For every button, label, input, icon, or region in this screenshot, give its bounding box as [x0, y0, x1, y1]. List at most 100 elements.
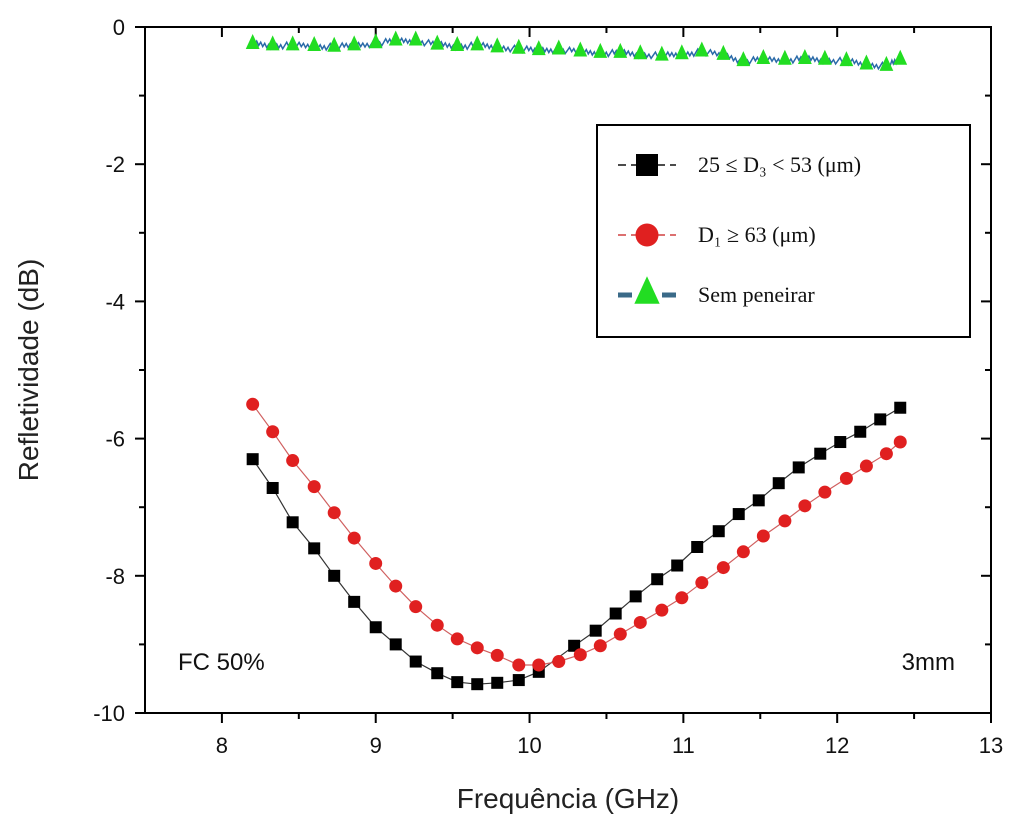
data-point-square	[630, 590, 642, 602]
series-square	[247, 402, 907, 690]
data-point-square	[691, 541, 703, 553]
data-point-circle	[757, 530, 770, 543]
data-point-circle	[880, 447, 893, 460]
data-point-circle	[894, 436, 907, 449]
data-point-square	[287, 516, 299, 528]
legend-label: 25 ≤ D₃ < 53 (μm)	[698, 152, 861, 177]
data-point-triangle	[818, 50, 832, 65]
y-tick-label: -10	[93, 701, 125, 726]
data-point-circle	[778, 514, 791, 527]
series-circle	[246, 398, 907, 672]
data-point-square	[410, 656, 422, 668]
data-point-circle	[471, 641, 484, 654]
data-point-triangle	[450, 36, 464, 51]
data-point-circle	[286, 454, 299, 467]
annotation-thickness: 3mm	[902, 649, 955, 676]
data-point-square	[308, 542, 320, 554]
data-point-circle	[636, 224, 659, 247]
data-point-square	[733, 508, 745, 520]
data-point-triangle	[490, 37, 504, 52]
data-point-triangle	[266, 35, 280, 50]
data-point-triangle	[840, 51, 854, 66]
x-tick-label: 13	[979, 733, 1003, 758]
legend-entry: 25 ≤ D₃ < 53 (μm)	[618, 152, 861, 177]
data-point-square	[348, 596, 360, 608]
data-point-triangle	[409, 31, 423, 46]
x-tick-label: 8	[216, 733, 228, 758]
data-point-square	[773, 477, 785, 489]
data-point-square	[610, 608, 622, 620]
data-point-square	[834, 436, 846, 448]
x-axis-title: Frequência (GHz)	[457, 783, 680, 814]
data-point-triangle	[756, 49, 770, 64]
data-point-circle	[818, 486, 831, 499]
data-point-triangle	[369, 33, 383, 48]
data-point-circle	[431, 619, 444, 632]
data-point-circle	[860, 460, 873, 473]
data-point-circle	[552, 655, 565, 668]
data-point-triangle	[778, 50, 792, 65]
data-point-square	[267, 482, 279, 494]
data-point-square	[513, 674, 525, 686]
data-point-triangle	[893, 50, 907, 65]
data-point-circle	[451, 632, 464, 645]
data-point-triangle	[532, 40, 546, 55]
data-point-square	[491, 677, 503, 689]
data-point-square	[328, 570, 340, 582]
data-point-circle	[614, 628, 627, 641]
data-point-square	[814, 448, 826, 460]
data-point-square	[451, 676, 463, 688]
data-point-circle	[840, 472, 853, 485]
legend-label: D₁ ≥ 63 (μm)	[698, 222, 816, 247]
y-tick-labels: 0 -2 -4 -6 -8 -10	[93, 15, 125, 726]
data-point-triangle	[573, 41, 587, 56]
data-point-triangle	[675, 44, 689, 59]
data-point-triangle	[736, 51, 750, 66]
legend-entry: D₁ ≥ 63 (μm)	[618, 222, 816, 247]
data-point-square	[753, 494, 765, 506]
data-point-circle	[695, 576, 708, 589]
data-point-circle	[328, 506, 341, 519]
data-point-square	[590, 625, 602, 637]
x-tick-labels: 8 9 10 11 12 13	[216, 733, 1003, 758]
data-point-square	[651, 573, 663, 585]
legend-label: Sem peneirar	[698, 282, 815, 307]
data-point-square	[793, 461, 805, 473]
annotation-fc: FC 50%	[178, 649, 265, 676]
data-point-circle	[308, 480, 321, 493]
x-tick-label: 12	[825, 733, 849, 758]
legend: 25 ≤ D₃ < 53 (μm) D₁ ≥ 63 (μm) Sem peneira…	[597, 125, 970, 337]
y-axis-title: Refletividade (dB)	[13, 259, 44, 482]
data-point-circle	[532, 658, 545, 671]
y-tick-label: 0	[113, 15, 125, 40]
data-point-circle	[389, 580, 402, 593]
data-point-square	[247, 453, 259, 465]
data-point-square	[854, 426, 866, 438]
data-point-triangle	[470, 35, 484, 50]
data-point-square	[894, 402, 906, 414]
data-point-triangle	[860, 55, 874, 70]
y-tick-label: -2	[105, 152, 125, 177]
data-point-triangle	[593, 43, 607, 58]
data-point-triangle	[307, 36, 321, 51]
data-point-triangle	[552, 39, 566, 54]
data-point-circle	[512, 658, 525, 671]
data-point-square	[874, 413, 886, 425]
data-point-square	[713, 525, 725, 537]
data-point-circle	[594, 639, 607, 652]
data-point-circle	[266, 425, 279, 438]
y-tick-label: -4	[105, 289, 125, 314]
y-tick-label: -6	[105, 427, 125, 452]
data-point-circle	[491, 649, 504, 662]
data-point-square	[471, 678, 483, 690]
y-tick-label: -8	[105, 564, 125, 589]
data-point-circle	[246, 398, 259, 411]
data-point-circle	[717, 561, 730, 574]
data-point-circle	[634, 616, 647, 629]
data-point-circle	[409, 600, 422, 613]
x-tick-label: 11	[672, 733, 695, 758]
data-point-triangle	[389, 31, 403, 46]
data-point-circle	[655, 604, 668, 617]
data-point-circle	[798, 499, 811, 512]
